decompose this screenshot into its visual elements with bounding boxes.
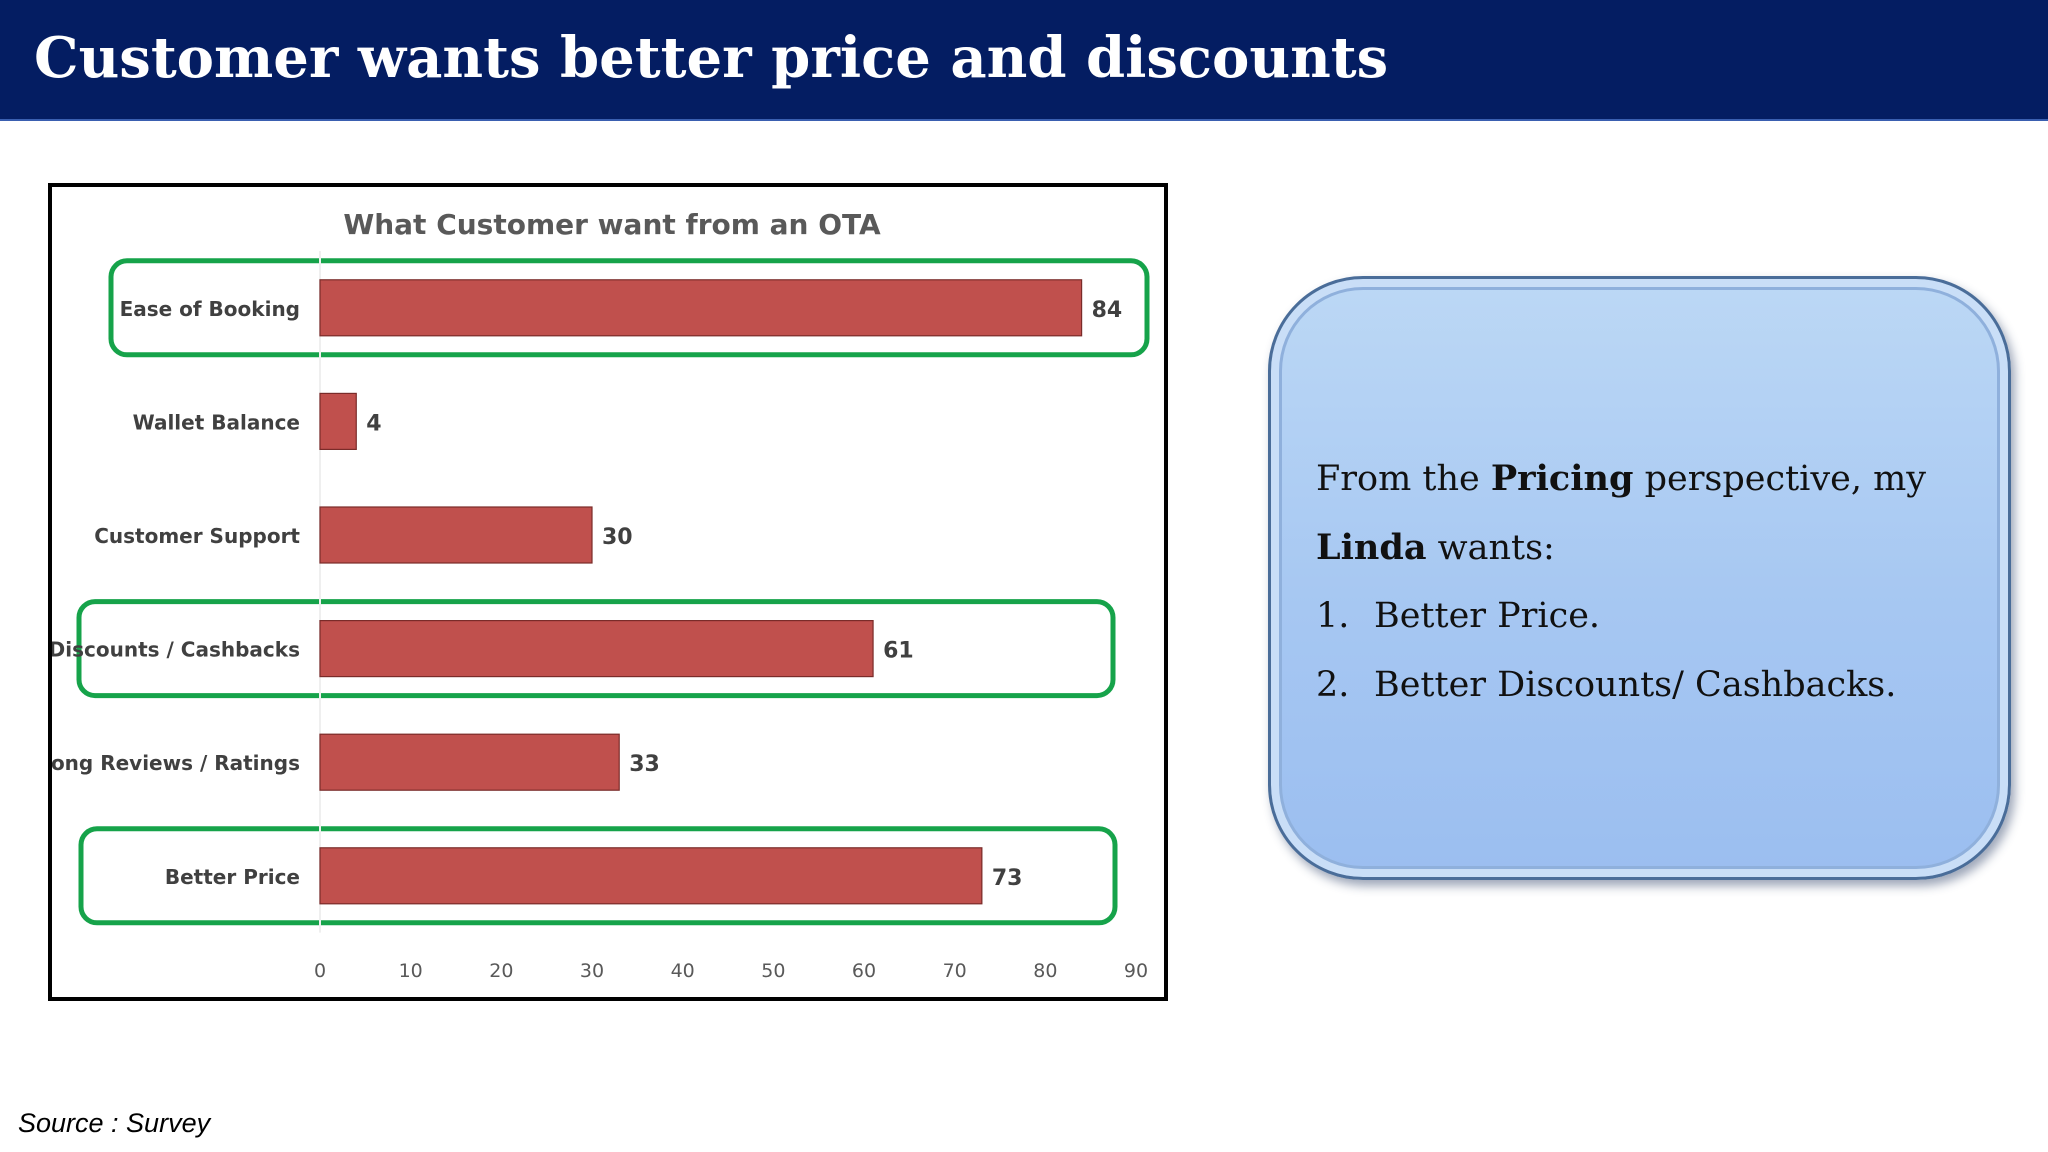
bar	[319, 506, 593, 564]
x-tick-label: 40	[671, 960, 695, 982]
x-tick-label: 60	[852, 960, 876, 982]
value-label: 30	[602, 525, 633, 550]
category-label: Discounts / Cashbacks	[52, 638, 300, 662]
x-tick-label: 50	[761, 960, 785, 982]
value-labels: 84 4 30 61 33 73	[366, 298, 1122, 891]
category-labels: Ease of Booking Wallet Balance Customer Su…	[52, 297, 300, 889]
list-number: 1.	[1316, 596, 1350, 636]
x-tick-label: 80	[1033, 960, 1057, 982]
x-tick-label: 90	[1124, 960, 1148, 982]
highlight-box	[108, 258, 1150, 358]
category-label: Strong Reviews / Ratings	[52, 751, 300, 775]
highlight-box	[76, 599, 1116, 699]
list-number: 2.	[1316, 665, 1350, 705]
callout-list-item: 1. Better Price.	[1316, 582, 1976, 651]
callout-bold-pricing: Pricing	[1490, 458, 1634, 499]
value-label: 4	[366, 411, 381, 436]
bar	[319, 392, 357, 450]
title-bar: Customer wants better price and discount…	[0, 0, 2048, 121]
bar-chart: What Customer want from an OTA Ease of B…	[52, 208, 1150, 982]
bars	[319, 251, 1083, 933]
bar	[319, 620, 874, 678]
callout-intro-2: perspective, my	[1633, 459, 1927, 499]
chart-frame: What Customer want from an OTA Ease of B…	[48, 183, 1168, 1001]
highlight-box	[78, 826, 1118, 926]
list-text: Better Price.	[1374, 596, 1601, 636]
bar	[319, 279, 1083, 337]
x-tick-label: 0	[314, 960, 326, 982]
slide-title: Customer wants better price and discount…	[34, 25, 1389, 91]
callout-text: From the Pricing perspective, my Linda w…	[1316, 444, 1976, 720]
x-tick-label: 30	[580, 960, 604, 982]
value-label: 33	[629, 752, 660, 777]
category-label: Wallet Balance	[133, 410, 300, 434]
category-label: Ease of Booking	[120, 297, 300, 321]
callout-bold-linda: Linda	[1316, 527, 1427, 568]
highlight-boxes	[76, 258, 1150, 926]
list-text: Better Discounts/ Cashbacks.	[1374, 665, 1897, 705]
x-tick-label: 20	[489, 960, 513, 982]
callout-line-2: Linda wants:	[1316, 513, 1976, 582]
x-tick-labels: 0 10 20 30 40 50 60 70 80 90	[314, 960, 1148, 982]
callout-intro-3: wants:	[1426, 528, 1555, 568]
bar	[319, 847, 983, 905]
x-tick-label: 10	[399, 960, 423, 982]
callout-list-item: 2. Better Discounts/ Cashbacks.	[1316, 651, 1976, 720]
category-label: Better Price	[165, 865, 300, 889]
x-tick-label: 70	[943, 960, 967, 982]
value-label: 61	[883, 639, 914, 664]
pricing-callout: From the Pricing perspective, my Linda w…	[1268, 276, 2011, 880]
value-label: 84	[1092, 298, 1123, 323]
source-note: Source : Survey	[18, 1108, 211, 1138]
bar	[319, 733, 620, 791]
callout-intro-1: From the	[1316, 459, 1491, 499]
category-label: Customer Support	[94, 524, 300, 548]
value-label: 73	[992, 866, 1023, 891]
chart-title: What Customer want from an OTA	[343, 208, 881, 241]
callout-line-1: From the Pricing perspective, my	[1316, 444, 1976, 513]
